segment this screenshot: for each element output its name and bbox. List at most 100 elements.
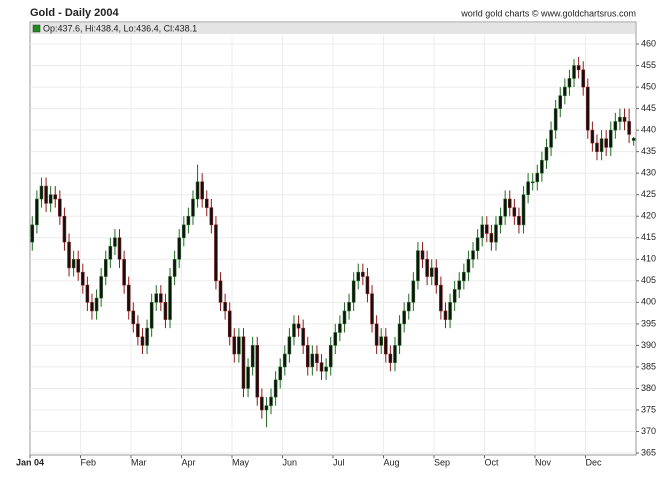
candle-body — [214, 224, 218, 282]
candle-body — [292, 323, 296, 338]
candle-body — [627, 121, 631, 135]
candle-body — [420, 250, 425, 260]
candle-body — [255, 345, 260, 398]
candle-body — [402, 310, 406, 325]
candle-body — [269, 396, 273, 406]
candle-body — [200, 181, 204, 200]
candle-body — [122, 258, 126, 286]
y-tick-label: 385 — [641, 361, 656, 371]
candle-body — [475, 237, 480, 251]
candle-body — [361, 271, 365, 277]
y-tick-label: 425 — [641, 189, 656, 199]
x-tick-label: Jun — [283, 458, 298, 468]
candle-body — [494, 224, 498, 243]
ohlc-label: Op:437.6, Hi:438.4, Lo:436.4, Cl:438.1 — [43, 23, 197, 33]
y-tick-label: 390 — [641, 340, 656, 350]
candle-body — [246, 366, 250, 389]
candle-body — [218, 280, 223, 303]
y-tick-label: 445 — [641, 103, 656, 113]
candle-body — [342, 310, 347, 325]
candle-body — [301, 327, 305, 346]
x-tick-label: Oct — [485, 458, 500, 468]
candle-body — [608, 129, 613, 148]
candle-body — [44, 185, 48, 204]
y-tick-label: 440 — [641, 124, 656, 134]
y-tick-label: 460 — [641, 38, 656, 48]
candle-body — [260, 396, 264, 411]
candle-body — [315, 353, 319, 363]
candle-body — [154, 293, 159, 303]
candle-body — [503, 198, 507, 217]
candle-body — [535, 172, 540, 183]
candle-body — [71, 258, 76, 269]
y-tick-label: 415 — [641, 232, 656, 242]
candle-body — [182, 224, 186, 239]
candle-body — [145, 327, 149, 346]
candle-body — [489, 233, 494, 243]
candle-body — [443, 310, 448, 320]
candle-body — [35, 198, 39, 226]
candle-body — [81, 271, 85, 286]
x-tick-label: Feb — [81, 458, 97, 468]
x-tick-label: Dec — [586, 458, 603, 468]
candle-body — [512, 207, 517, 217]
candle-body — [39, 185, 44, 200]
y-tick-label: 455 — [641, 60, 656, 70]
candle-body — [356, 271, 361, 282]
y-tick-label: 435 — [641, 146, 656, 156]
candle-body — [237, 336, 241, 355]
candle-body — [388, 353, 393, 363]
candle-body — [67, 241, 71, 269]
candle-body — [319, 362, 324, 372]
candle-body — [191, 198, 195, 217]
candle-body — [613, 121, 618, 131]
x-tick-label: May — [232, 458, 250, 468]
candle-body — [347, 302, 351, 312]
candle-body — [126, 284, 131, 312]
x-tick-label: Sep — [434, 458, 450, 468]
candle-body — [287, 336, 292, 355]
candle-body — [103, 258, 108, 277]
candle-body — [159, 293, 163, 303]
candle-body — [209, 207, 214, 226]
legend-swatch — [32, 24, 41, 33]
candle-body — [172, 258, 177, 277]
candle-body — [599, 138, 604, 152]
x-tick-label: Nov — [535, 458, 552, 468]
candle-body — [457, 280, 462, 290]
candle-body — [76, 258, 80, 273]
candle-body — [480, 224, 484, 239]
x-tick-label: Aug — [384, 458, 400, 468]
x-tick-label: Jul — [333, 458, 345, 468]
candle-body — [439, 284, 443, 312]
y-tick-label: 370 — [641, 426, 656, 436]
candle-body — [177, 237, 181, 260]
candle-body — [425, 258, 429, 277]
candle-body — [416, 250, 420, 282]
y-tick-label: 430 — [641, 168, 656, 178]
candle-body — [572, 65, 576, 79]
candle-body — [498, 215, 503, 226]
candle-body — [131, 310, 136, 325]
y-tick-label: 395 — [641, 318, 656, 328]
legend-strip — [31, 23, 635, 34]
candle-body — [283, 353, 287, 368]
candle-body — [397, 323, 402, 346]
candle-body — [305, 345, 310, 368]
candle-body — [264, 405, 269, 411]
candle-body — [273, 379, 278, 398]
candle-body — [113, 237, 117, 247]
candle-body — [333, 332, 338, 346]
candle-body — [85, 284, 90, 303]
candle-body — [250, 345, 255, 368]
source: world gold charts © www.goldchartsrus.co… — [460, 8, 636, 18]
candle-body — [485, 224, 489, 234]
candle-body — [204, 198, 209, 208]
candle-body — [411, 280, 416, 303]
candle-body — [530, 181, 535, 184]
candle-body — [406, 302, 411, 312]
candle-body — [393, 345, 397, 363]
candle-body — [563, 86, 567, 96]
candle-body — [618, 116, 622, 122]
candle-body — [195, 181, 200, 200]
